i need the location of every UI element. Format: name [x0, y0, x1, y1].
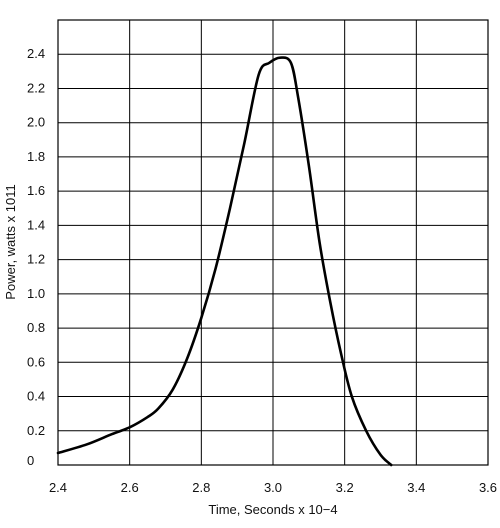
grid: [58, 20, 488, 465]
x-tick-label: 2.8: [192, 480, 210, 495]
x-tick-label: 3.4: [407, 480, 425, 495]
y-tick-label: 1.0: [27, 286, 45, 301]
y-tick-label: 0.4: [27, 389, 45, 404]
x-tick-label: 2.6: [121, 480, 139, 495]
x-tick-label: 2.4: [49, 480, 67, 495]
y-tick-label: 1.8: [27, 149, 45, 164]
y-tick-label: 2.2: [27, 80, 45, 95]
x-axis-ticks: 2.4 2.6 2.8 3.0 3.2 3.4 3.6: [49, 480, 497, 495]
x-tick-label: 3.6: [479, 480, 497, 495]
y-tick-label: 0.6: [27, 354, 45, 369]
y-tick-label: 1.4: [27, 217, 45, 232]
x-tick-label: 3.0: [264, 480, 282, 495]
y-tick-label: 0: [27, 453, 34, 468]
y-tick-label: 1.2: [27, 252, 45, 267]
x-axis-label: Time, Seconds x 10−4: [208, 502, 337, 517]
y-axis-ticks: 0 0.2 0.4 0.6 0.8 1.0 1.2 1.4 1.6 1.8 2.0 2.2 2.4: [27, 46, 45, 468]
y-tick-label: 0.8: [27, 320, 45, 335]
y-tick-label: 2.0: [27, 115, 45, 130]
y-tick-label: 1.6: [27, 183, 45, 198]
series-layer: [56, 56, 393, 467]
y-axis-label: Power, watts x 1011: [3, 184, 18, 299]
y-tick-label: 2.4: [27, 46, 45, 61]
series-line-0: [56, 56, 393, 467]
x-tick-label: 3.2: [336, 480, 354, 495]
plot-frame: [57, 19, 489, 466]
y-tick-label: 0.2: [27, 423, 45, 438]
